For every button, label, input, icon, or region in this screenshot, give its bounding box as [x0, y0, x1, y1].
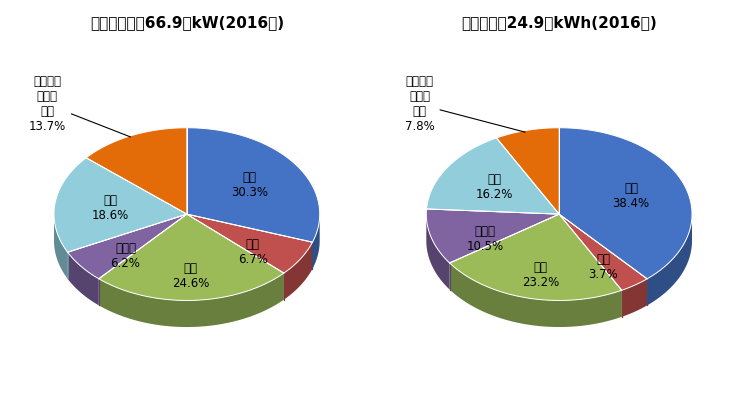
- Text: 再生可能
エネル
ギー
7.8%: 再生可能 エネル ギー 7.8%: [405, 75, 525, 134]
- Polygon shape: [450, 214, 622, 301]
- Polygon shape: [427, 138, 560, 214]
- Polygon shape: [426, 213, 450, 290]
- Polygon shape: [426, 209, 560, 263]
- Text: 石炭
30.3%: 石炭 30.3%: [231, 171, 268, 199]
- Polygon shape: [560, 128, 692, 279]
- Polygon shape: [284, 242, 313, 300]
- Text: 原子力
6.2%: 原子力 6.2%: [110, 243, 140, 271]
- Polygon shape: [54, 213, 68, 279]
- Polygon shape: [98, 214, 284, 301]
- Polygon shape: [87, 128, 186, 214]
- Text: 石炭
38.4%: 石炭 38.4%: [612, 182, 650, 211]
- Text: 石油
6.7%: 石油 6.7%: [238, 238, 268, 266]
- Text: 再生可能
エネル
ギー
13.7%: 再生可能 エネル ギー 13.7%: [28, 75, 131, 137]
- Polygon shape: [186, 214, 313, 273]
- Title: 発電設備構成66.9億kW(2016年): 発電設備構成66.9億kW(2016年): [90, 15, 284, 30]
- Title: 発電電力量24.9兆kWh(2016年): 発電電力量24.9兆kWh(2016年): [461, 15, 657, 30]
- Text: 水力
18.6%: 水力 18.6%: [92, 194, 129, 222]
- Polygon shape: [313, 213, 320, 269]
- Polygon shape: [68, 252, 98, 305]
- Polygon shape: [186, 128, 320, 242]
- Text: ガス
23.2%: ガス 23.2%: [522, 261, 560, 289]
- Polygon shape: [648, 214, 692, 305]
- Polygon shape: [497, 128, 560, 214]
- Polygon shape: [450, 263, 622, 327]
- Polygon shape: [68, 214, 186, 279]
- Text: 水力
16.2%: 水力 16.2%: [476, 173, 513, 201]
- Polygon shape: [98, 273, 284, 327]
- Text: 原子力
10.5%: 原子力 10.5%: [466, 226, 504, 254]
- Text: 石油
3.7%: 石油 3.7%: [589, 253, 618, 281]
- Polygon shape: [560, 214, 648, 290]
- Polygon shape: [54, 158, 186, 252]
- Polygon shape: [622, 279, 648, 317]
- Text: ガス
24.6%: ガス 24.6%: [172, 262, 209, 290]
